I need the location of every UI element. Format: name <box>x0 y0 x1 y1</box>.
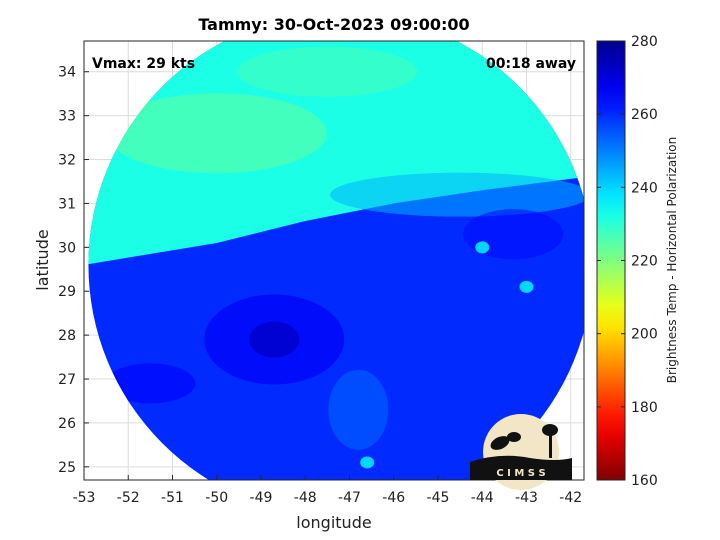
x-axis-label: longitude <box>296 513 371 532</box>
field-cold-band <box>106 93 327 174</box>
colorbar-label: Brightness Temp - Horizontal Polarizatio… <box>665 137 679 384</box>
y-tick-label: 26 <box>58 416 76 432</box>
colorbar-tick-label: 280 <box>631 34 658 50</box>
logo-dish-icon <box>490 436 510 450</box>
logo-dish-icon-2 <box>507 432 521 442</box>
field-warm-spot <box>360 456 375 469</box>
y-tick-label: 29 <box>58 284 76 300</box>
x-tick-label: -42 <box>559 490 582 506</box>
colorbar-tick-label: 180 <box>631 400 658 416</box>
y-tick-label: 33 <box>58 109 76 125</box>
x-tick-label: -46 <box>382 490 405 506</box>
x-tick-label: -47 <box>338 490 361 506</box>
x-tick-label: -49 <box>250 490 273 506</box>
colorbar-tick-label: 200 <box>631 327 658 343</box>
cimss-logo: C I M S S <box>470 414 572 490</box>
y-tick-label: 25 <box>58 460 76 476</box>
field-light-patch <box>328 369 389 450</box>
x-tick-label: -43 <box>515 490 538 506</box>
y-axis-ticks: 25 26 27 28 29 30 31 32 33 34 <box>58 65 89 476</box>
colorbar-ticks: 160 180 200 220 240 260 280 <box>597 34 658 489</box>
y-tick-label: 28 <box>58 328 76 344</box>
time-away-label: 00:18 away <box>486 56 576 72</box>
colorbar-tick-label: 160 <box>631 473 658 489</box>
x-tick-label: -44 <box>471 490 494 506</box>
colorbar-tick-label: 220 <box>631 254 658 270</box>
y-tick-label: 30 <box>58 240 76 256</box>
plot-frame <box>83 40 585 481</box>
map-axes: -53 -52 -51 -50 -49 -48 -47 -46 -45 -44 -43 -42 252… <box>58 40 585 506</box>
x-tick-label: -53 <box>73 490 96 506</box>
field-front-band <box>330 172 584 217</box>
logo-hill <box>470 455 572 480</box>
brightness-temp-field <box>88 41 584 480</box>
x-axis-ticks: -53 -52 -51 -50 -49 -48 -47 -46 -45 -44 -43 -42 <box>73 475 582 506</box>
logo-tower-icon <box>549 432 552 458</box>
y-axis-label: latitude <box>33 229 52 290</box>
colorbar: 160 180 200 220 240 260 280 Brightness Temp - … <box>596 34 679 489</box>
field-cold-band <box>237 46 418 97</box>
page-title: Tammy: 30-Oct-2023 09:00:00 <box>198 15 469 34</box>
colorbar-tick-label: 260 <box>631 107 658 123</box>
x-tick-label: -50 <box>205 490 228 506</box>
field-blue-patch <box>105 363 196 404</box>
x-tick-label: -51 <box>161 490 184 506</box>
y-tick-label: 32 <box>58 153 76 169</box>
field-warm-spot <box>475 241 490 254</box>
x-tick-label: -48 <box>294 490 317 506</box>
x-tick-label: -52 <box>117 490 140 506</box>
field-cold-core <box>249 321 300 358</box>
y-tick-label: 27 <box>58 372 76 388</box>
vmax-label: Vmax: 29 kts <box>92 56 195 72</box>
logo-tank-icon <box>542 424 558 436</box>
logo-text: C I M S S <box>496 468 545 479</box>
y-tick-label: 31 <box>58 196 76 212</box>
colorbar-tick-label: 240 <box>631 180 658 196</box>
colorbar-scale <box>596 40 626 481</box>
y-tick-label: 34 <box>58 65 76 81</box>
field-warm-spot <box>519 280 534 293</box>
x-tick-label: -45 <box>427 490 450 506</box>
